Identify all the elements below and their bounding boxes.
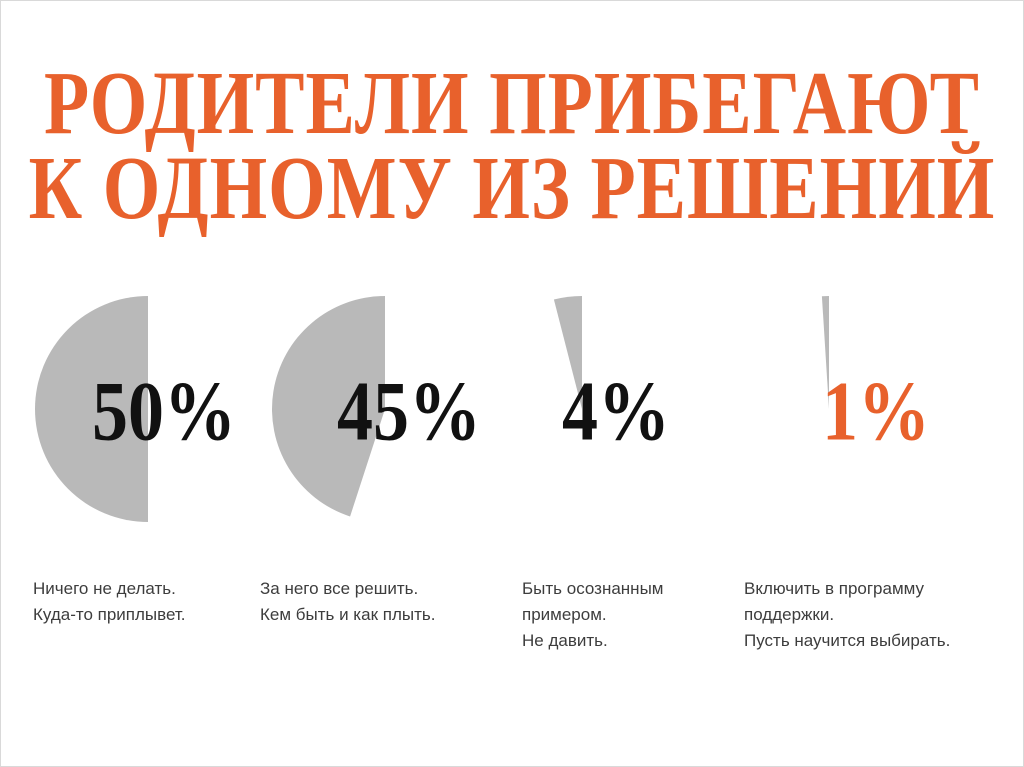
pie-slice-3 — [553, 296, 582, 409]
title-line-1: РОДИТЕЛИ ПРИБЕГАЮТ — [44, 53, 980, 154]
description-4-line-1: Включить в программу — [744, 579, 925, 598]
description-4-line-2: поддержки. — [744, 605, 835, 624]
description-3-line-2: примером. — [522, 605, 607, 624]
description-2: За него все решить. Кем быть и как плыть… — [260, 576, 435, 628]
value-label-3: 4% — [562, 364, 670, 459]
pie-slice-4 — [821, 296, 829, 409]
title-line-2: К ОДНОМУ ИЗ РЕШЕНИЙ — [28, 138, 996, 239]
description-1-line-2: Куда-то приплывет. — [33, 605, 186, 624]
pie-slice-2 — [271, 296, 385, 517]
pie-slice-1 — [35, 296, 148, 522]
description-1: Ничего не делать. Куда-то приплывет. — [33, 576, 186, 628]
description-2-line-1: За него все решить. — [260, 579, 419, 598]
description-3-line-3: Не давить. — [522, 631, 608, 650]
description-3: Быть осознанным примером. Не давить. — [522, 576, 663, 654]
description-4-line-3: Пусть научится выбирать. — [744, 631, 951, 650]
value-label-2: 45% — [337, 364, 481, 459]
description-2-line-2: Кем быть и как плыть. — [260, 605, 436, 624]
value-label-1: 50% — [92, 364, 236, 459]
description-3-line-1: Быть осознанным — [522, 579, 664, 598]
description-1-line-1: Ничего не делать. — [33, 579, 176, 598]
value-label-4: 1% — [822, 364, 930, 459]
description-4: Включить в программу поддержки. Пусть на… — [744, 576, 950, 654]
